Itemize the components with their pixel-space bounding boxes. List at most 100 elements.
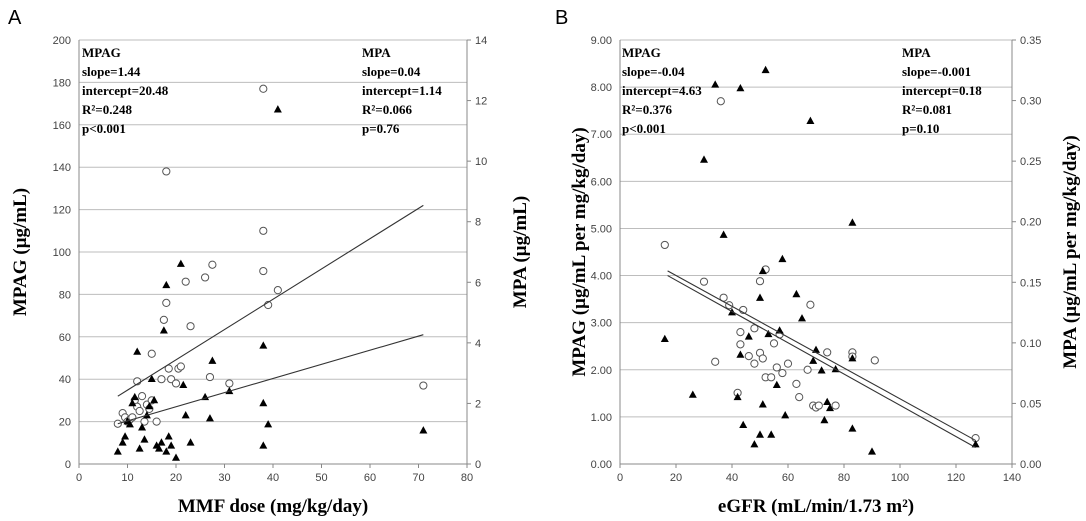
y2-tick-label: 0.35 xyxy=(1020,35,1041,47)
chart-panel-b: 0.00 1.00 2.00 3.00 4.00 5.00 6.00 7.00 8.00 9.00… xyxy=(555,7,1081,517)
data-point-triangle xyxy=(121,432,130,440)
data-point-triangle xyxy=(812,345,820,353)
data-point-circle xyxy=(778,368,787,378)
y2-tick-label: 0.15 xyxy=(1020,277,1041,289)
data-point-triangle xyxy=(739,420,748,429)
data-point-circle xyxy=(152,417,161,426)
stats-left-line: intercept=20.48 xyxy=(82,83,169,98)
y2-tick-label: 12 xyxy=(475,96,487,108)
data-point-circle xyxy=(205,372,215,382)
y2-tick-label: 10 xyxy=(475,156,487,168)
trendline xyxy=(117,204,424,397)
data-point-triangle xyxy=(259,398,268,407)
x-tick-label: 120 xyxy=(947,472,965,484)
data-point-triangle xyxy=(128,398,137,407)
y2-axis-title: MPA (µg/mL) xyxy=(510,196,531,308)
x-tick-label: 140 xyxy=(1003,472,1021,484)
data-point-triangle xyxy=(172,453,180,461)
data-point-triangle xyxy=(772,380,781,389)
data-point-triangle xyxy=(133,347,142,355)
data-point-triangle xyxy=(700,155,708,163)
stats-right-line: R²=0.066 xyxy=(362,102,412,117)
data-point-circle xyxy=(176,362,185,371)
data-point-triangle xyxy=(130,392,139,401)
data-point-triangle xyxy=(823,397,832,406)
x-tick-label: 80 xyxy=(838,472,850,484)
data-point-triangle xyxy=(820,415,829,424)
y-tick-label: 6.00 xyxy=(591,176,612,188)
y-tick-label: 140 xyxy=(53,162,71,174)
data-point-triangle xyxy=(186,438,195,446)
x-tick-label: 100 xyxy=(891,472,909,484)
y2-tick-label: 8 xyxy=(475,217,481,229)
data-point-triangle xyxy=(826,403,834,412)
data-point-circle xyxy=(831,401,840,410)
x-tick-label: 0 xyxy=(76,472,82,484)
y-tick-label: 9.00 xyxy=(591,35,612,47)
y-tick-label: 60 xyxy=(59,332,71,344)
stats-left-line: MPAG xyxy=(82,45,121,60)
stats-right-line: intercept=1.14 xyxy=(362,83,442,98)
data-point-triangle xyxy=(179,380,188,389)
data-point-triangle xyxy=(264,420,273,428)
y-axis-title: MPAG (µg/mL per mg/kg/day) xyxy=(569,127,590,376)
data-point-circle xyxy=(147,349,156,358)
data-point-triangle xyxy=(140,435,149,443)
data-point-triangle xyxy=(750,440,759,448)
data-point-triangle xyxy=(719,230,728,238)
data-point-triangle xyxy=(711,80,720,88)
data-point-triangle xyxy=(798,314,806,322)
y2-tick-label: 6 xyxy=(475,277,481,289)
y-tick-label: 4.00 xyxy=(591,271,612,283)
y-axis-title: MPAG (µg/mL) xyxy=(10,188,31,316)
x-tick-label: 60 xyxy=(782,472,794,484)
y2-tick-label: 0 xyxy=(475,459,481,471)
data-point-triangle xyxy=(419,426,428,434)
data-point-triangle xyxy=(145,401,154,410)
data-point-triangle xyxy=(764,329,773,338)
data-point-circle xyxy=(783,359,793,368)
data-point-triangle xyxy=(273,105,282,113)
y-tick-label: 7.00 xyxy=(591,129,612,141)
data-point-circle xyxy=(259,266,268,276)
data-point-triangle xyxy=(125,420,134,428)
data-point-triangle xyxy=(809,356,818,364)
x-axis-title: eGFR (mL/min/1.73 m²) xyxy=(718,496,914,517)
stats-left-line: p<0.001 xyxy=(82,121,126,136)
data-point-circle xyxy=(699,277,709,286)
stats-left-line: slope=1.44 xyxy=(82,64,141,79)
stats-left-line: MPAG xyxy=(622,45,661,60)
data-point-triangle xyxy=(155,444,164,452)
data-point-triangle xyxy=(792,289,801,298)
y2-axis-title: MPA (µg/mL per mg/kg/day) xyxy=(1060,135,1081,369)
x-tick-label: 0 xyxy=(617,472,623,484)
y-tick-label: 120 xyxy=(53,205,71,217)
data-point-triangle xyxy=(162,447,171,455)
data-point-triangle xyxy=(167,441,176,449)
trendline xyxy=(667,270,976,441)
stats-right-line: MPA xyxy=(902,45,931,60)
data-point-triangle xyxy=(848,218,857,226)
stats-right-line: MPA xyxy=(362,45,391,60)
data-point-circle xyxy=(744,352,753,361)
data-point-circle xyxy=(157,375,166,384)
data-point-circle xyxy=(823,348,832,357)
data-point-triangle xyxy=(971,440,980,448)
stats-right-line: intercept=0.18 xyxy=(902,83,982,98)
data-point-circle xyxy=(803,365,812,374)
data-point-circle xyxy=(750,324,759,333)
data-point-circle xyxy=(870,356,879,365)
y-tick-label: 0 xyxy=(65,459,71,471)
data-point-triangle xyxy=(176,259,185,267)
stats-right-line: slope=0.04 xyxy=(362,64,421,79)
x-axis-title: MMF dose (mg/kg/day) xyxy=(178,496,368,517)
data-point-circle xyxy=(171,379,181,388)
data-point-circle xyxy=(162,298,171,307)
x-tick-label: 20 xyxy=(170,472,182,484)
data-point-circle xyxy=(660,240,669,250)
data-point-circle xyxy=(716,97,725,106)
x-tick-label: 60 xyxy=(364,472,376,484)
data-point-triangle xyxy=(259,441,268,449)
data-point-triangle xyxy=(208,356,217,364)
panel-label: A xyxy=(8,7,22,29)
